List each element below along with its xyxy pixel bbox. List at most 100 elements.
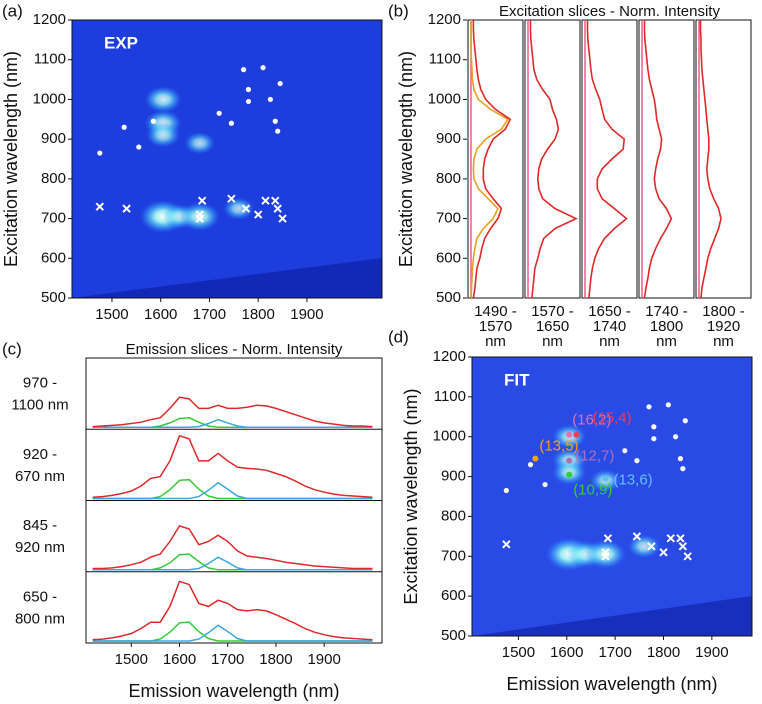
fit-line [586, 20, 628, 299]
column-label: 1650 [536, 318, 569, 335]
fit-line [470, 20, 509, 299]
dot [272, 118, 278, 124]
fit-line [92, 525, 373, 570]
fit-line [92, 434, 373, 498]
dot [245, 86, 252, 93]
cross [659, 548, 668, 557]
dot [245, 98, 252, 105]
panel-label: (d) [388, 327, 409, 346]
y-tick-label: 700 [441, 547, 466, 564]
x-axis-label: Emission wavelength (nm) [128, 681, 339, 701]
column-label: nm [599, 333, 620, 350]
x-tick-label: 1700 [598, 644, 631, 661]
x-tick-label: 1800 [647, 644, 680, 661]
column-label: 1570 [479, 318, 512, 335]
map-title: FIT [504, 370, 530, 389]
assignment-label: (16,2) [572, 412, 611, 429]
panel-label: (c) [2, 339, 22, 358]
dot [527, 462, 534, 468]
y-tick-label: 600 [441, 587, 466, 604]
x-tick-label: 1500 [95, 306, 128, 323]
assignment-dot [566, 457, 573, 464]
x-tick-label: 1700 [193, 306, 226, 323]
dot [651, 436, 657, 442]
x-tick-label: 1500 [115, 651, 148, 668]
column-label: 1650 - [588, 303, 631, 320]
cross [666, 534, 675, 543]
panel-label: (a) [2, 1, 23, 20]
map [72, 20, 382, 298]
map-title: EXP [104, 33, 138, 52]
assignment-label: (13,5) [539, 438, 578, 455]
cross [676, 534, 685, 543]
cross [241, 204, 251, 213]
peak [145, 122, 181, 148]
y-tick-label: 1000 [433, 428, 466, 445]
fit-line [699, 20, 722, 299]
column-label: 1800 [650, 318, 683, 335]
fit-line [643, 20, 673, 299]
x-tick-label: 1600 [144, 306, 177, 323]
y-tick-label: 800 [41, 170, 66, 187]
row-label: 920 nm [15, 539, 65, 556]
y-tick-label: 800 [436, 170, 461, 187]
column-label: 1800 - [702, 303, 745, 320]
column-label: 1570 - [531, 303, 574, 320]
cross [195, 214, 204, 223]
cross [197, 196, 207, 205]
cross [253, 210, 263, 219]
fit-line [92, 556, 373, 571]
map-shadow [472, 596, 752, 636]
cross [95, 202, 104, 211]
cross [603, 534, 613, 543]
assignment-label: (12,7) [575, 448, 614, 465]
fit-line [529, 20, 578, 299]
column-label: nm [656, 333, 677, 350]
dot [682, 418, 688, 424]
assignment-label: (15,4) [592, 410, 631, 427]
column-label: nm [542, 333, 563, 350]
y-tick-label: 1000 [33, 90, 66, 107]
dot [267, 96, 273, 103]
map-shadow [72, 258, 382, 298]
dot [240, 67, 247, 73]
dot [260, 65, 266, 71]
row-label: 1100 nm [11, 397, 68, 414]
panel-label: (b) [388, 1, 409, 20]
column-label: nm [713, 333, 734, 350]
cross [261, 196, 270, 205]
row-label: 845 - [23, 517, 57, 534]
y-tick-label: 500 [41, 289, 66, 306]
y-tick-label: 900 [41, 130, 66, 147]
fit-line [472, 20, 512, 299]
peak [627, 534, 661, 559]
x-tick-label: 1500 [502, 644, 535, 661]
y-tick-label: 900 [441, 468, 466, 485]
dot [672, 434, 679, 440]
map: (13,5) (16,2)(15,4) (12,7) (10,9)(13,6) [472, 357, 752, 636]
y-tick-label: 1100 [434, 388, 466, 405]
peak [222, 197, 255, 221]
row-label: 970 - [23, 375, 57, 392]
assignment-dot [566, 471, 573, 478]
x-tick-label: 1900 [695, 644, 728, 661]
x-tick-label: 1600 [163, 651, 196, 668]
y-tick-label: 600 [41, 249, 66, 266]
cross [122, 204, 131, 213]
panel: (b) 500 600 700 800 900 1000 1100 1200 Excitation… [388, 1, 752, 350]
x-axis-label: Emission wavelength (nm) [506, 674, 717, 694]
cross [502, 540, 511, 549]
dot [277, 80, 283, 87]
row-label: 650 - [23, 588, 57, 605]
dot [150, 118, 156, 124]
x-tick-label: 1700 [211, 651, 244, 668]
y-tick-label: 500 [441, 627, 466, 644]
row-label: 920 - [23, 446, 57, 463]
y-tick-label: 600 [436, 249, 461, 266]
fit-line [92, 481, 373, 500]
x-tick-label: 1600 [550, 644, 583, 661]
cross [278, 214, 287, 223]
